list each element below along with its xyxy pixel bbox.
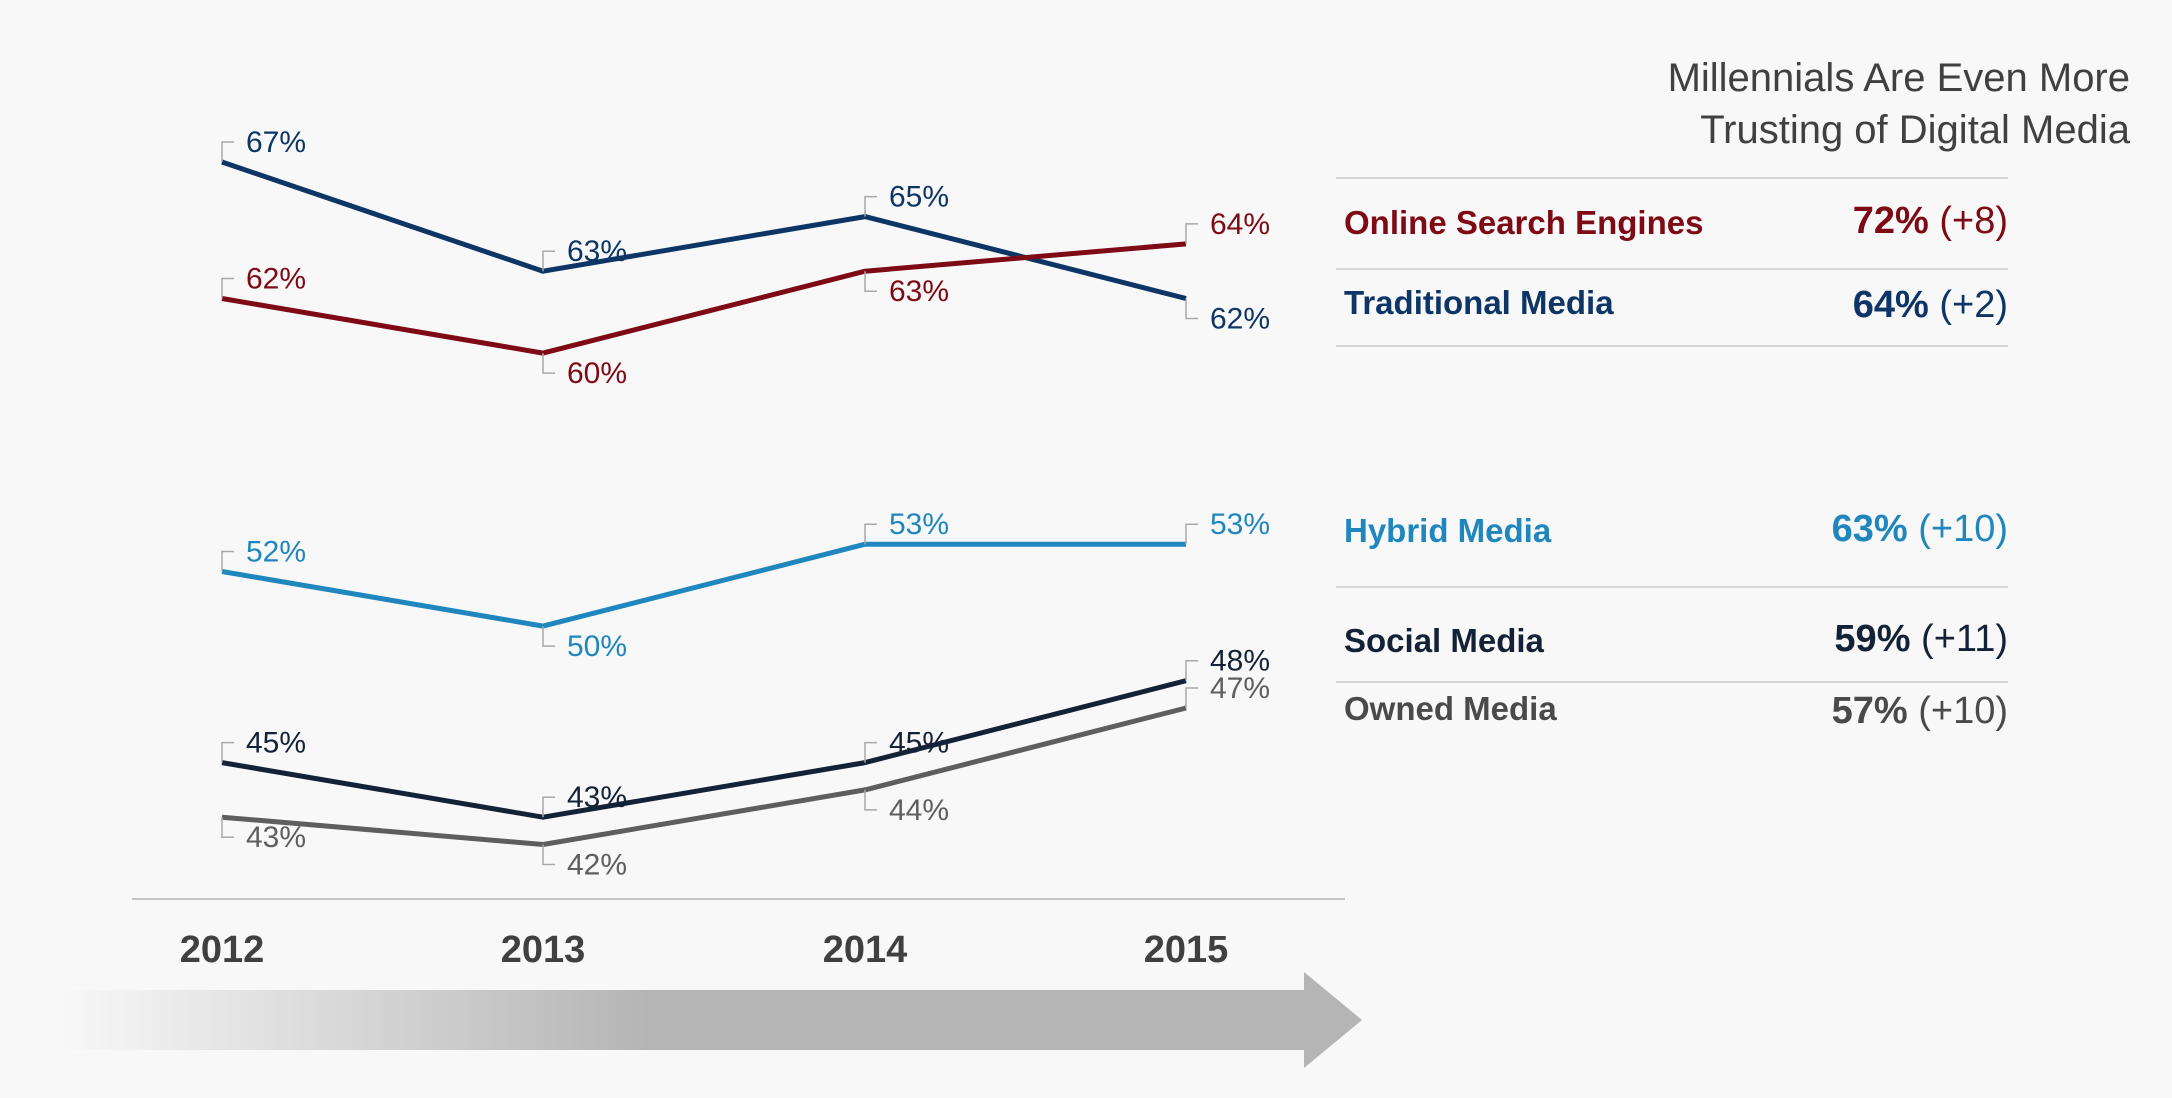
data-label: 67% <box>246 126 306 159</box>
label-leader <box>542 250 555 272</box>
data-label: 62% <box>1210 303 1270 336</box>
series-line <box>221 541 1186 629</box>
sidebar-label: Owned Media <box>1344 690 1557 727</box>
sidebar-value: 59% (+11) <box>1834 618 2008 660</box>
data-label: 45% <box>246 727 306 760</box>
timeline-arrow <box>60 972 1362 1068</box>
sidebar-title: Millennials Are Even More Trusting of Di… <box>1667 56 2130 152</box>
data-label: 50% <box>567 630 627 663</box>
x-tick-label: 2013 <box>501 929 586 971</box>
sidebar-value: 57% (+10) <box>1831 690 2008 732</box>
label-leader <box>542 353 555 374</box>
data-label: 48% <box>1210 645 1270 678</box>
label-leader <box>1185 298 1198 320</box>
data-label: 43% <box>246 821 306 854</box>
x-tick-label: 2014 <box>823 929 908 971</box>
data-label: 53% <box>1210 508 1270 541</box>
series-line <box>221 159 1187 301</box>
sidebar-value: 72% (+8) <box>1852 200 2008 242</box>
sidebar-divider <box>1336 345 2008 347</box>
series-social-media: 45% 43% 45% 48% <box>221 645 1270 820</box>
data-label: 64% <box>1210 208 1270 241</box>
label-leader <box>1185 523 1198 545</box>
data-label: 43% <box>567 781 627 814</box>
data-label: 47% <box>1210 672 1270 705</box>
sidebar-row-owned: Owned Media 57% (+10) <box>1336 690 2008 740</box>
data-label: 60% <box>567 357 627 390</box>
label-leader <box>542 844 555 866</box>
label-leader <box>864 741 877 763</box>
label-leader <box>1185 659 1198 681</box>
series-line <box>221 241 1187 356</box>
data-label: 65% <box>889 181 949 214</box>
label-leader <box>864 195 877 217</box>
sidebar-divider <box>1336 177 2008 179</box>
label-leader <box>864 271 877 292</box>
line-chart: 67%63%65%62%62%60%63%64%52%50%53% 53%45%4… <box>60 126 1362 1068</box>
label-leader <box>221 817 234 838</box>
sidebar-row-social: Social Media 59% (+11) <box>1336 618 2008 668</box>
series-traditional-media: 67% 63% 65% 62% <box>221 126 1270 336</box>
data-label: 63% <box>567 235 627 268</box>
sidebar-label: Hybrid Media <box>1344 512 1552 549</box>
series-owned-media: 43% 42% 44% 47% <box>221 672 1270 882</box>
series-online-search-engines: 62% 60% 63% 64% <box>221 208 1270 390</box>
label-leader <box>864 789 877 811</box>
data-label: 52% <box>246 536 306 569</box>
series-hybrid-media: 52% 50% 53% 53% <box>221 508 1270 663</box>
sidebar-label: Social Media <box>1344 622 1544 659</box>
data-label: 42% <box>567 849 627 882</box>
sidebar-row-hybrid: Hybrid Media 63% (+10) <box>1336 508 2008 558</box>
label-leader <box>542 796 555 818</box>
x-tick-label: 2012 <box>180 929 265 971</box>
sidebar-label: Traditional Media <box>1344 284 1614 321</box>
sidebar-label: Online Search Engines <box>1344 204 1704 241</box>
sidebar-value: 63% (+10) <box>1831 508 2008 550</box>
series-line <box>221 705 1187 847</box>
label-leader <box>221 741 234 763</box>
sidebar-divider <box>1336 681 2008 683</box>
sidebar-row-traditional: Traditional Media 64% (+2) <box>1336 284 2008 334</box>
label-leader <box>1185 223 1198 244</box>
sidebar-row-online-search: Online Search Engines 72% (+8) <box>1336 200 2008 250</box>
data-label: 53% <box>889 508 949 541</box>
data-label: 44% <box>889 794 949 827</box>
data-label: 62% <box>246 263 306 296</box>
label-leader <box>221 141 234 162</box>
label-leader <box>1185 687 1198 708</box>
sidebar-divider <box>1336 268 2008 270</box>
data-label: 63% <box>889 275 949 308</box>
label-leader <box>542 626 555 647</box>
label-leader <box>864 523 877 545</box>
label-leader <box>221 277 234 299</box>
sidebar-divider <box>1336 586 2008 588</box>
series-line <box>221 678 1187 820</box>
x-tick-label: 2015 <box>1144 929 1229 971</box>
label-leader <box>221 550 234 572</box>
data-label: 45% <box>889 727 949 760</box>
sidebar-value: 64% (+2) <box>1852 284 2008 326</box>
